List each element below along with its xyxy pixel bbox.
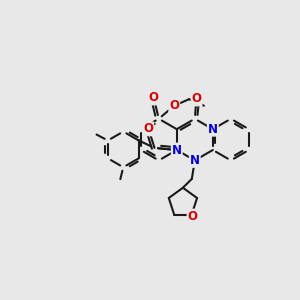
Text: O: O	[192, 92, 202, 105]
Text: O: O	[169, 99, 179, 112]
Text: O: O	[148, 92, 158, 104]
Text: N: N	[190, 154, 200, 167]
Text: N: N	[208, 123, 218, 136]
Text: O: O	[143, 122, 153, 135]
Text: N: N	[172, 143, 182, 157]
Text: O: O	[188, 210, 197, 223]
